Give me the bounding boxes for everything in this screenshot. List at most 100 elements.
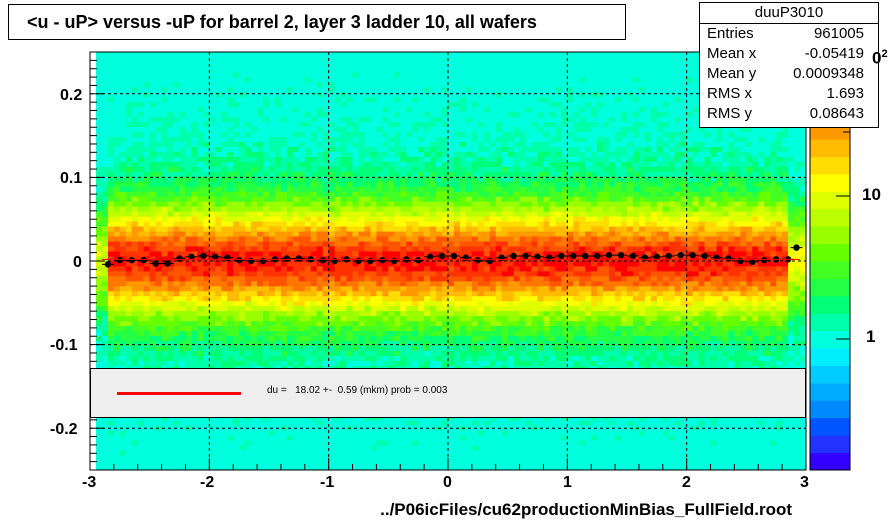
heatmap-cell <box>376 355 383 361</box>
heatmap-cell <box>418 445 425 451</box>
heatmap-cell <box>352 121 359 128</box>
heatmap-cell <box>263 295 270 302</box>
heatmap-cell <box>173 345 180 351</box>
heatmap-cell <box>334 270 341 277</box>
heatmap-cell <box>143 460 151 466</box>
heatmap-cell <box>179 340 186 346</box>
heatmap-cell <box>239 270 246 277</box>
heatmap-cell <box>113 171 121 177</box>
heatmap-cell <box>167 221 174 227</box>
heatmap-cell <box>346 96 353 103</box>
heatmap-cell <box>131 246 139 252</box>
heatmap-cell <box>424 52 431 58</box>
heatmap-cell <box>251 236 258 242</box>
heatmap-cell <box>215 315 222 322</box>
heatmap-cell <box>101 106 109 113</box>
heatmap-cell <box>179 246 186 252</box>
heatmap-cell <box>346 295 353 302</box>
heatmap-cell <box>203 305 210 312</box>
heatmap-cell <box>412 211 419 217</box>
heatmap-cell <box>95 350 103 356</box>
heatmap-cell <box>215 186 222 192</box>
heatmap-cell <box>257 455 264 461</box>
heatmap-cell <box>233 66 240 73</box>
heatmap-cell <box>137 360 145 366</box>
heatmap-cell <box>394 86 401 93</box>
heatmap-cell <box>251 121 258 128</box>
heatmap-cell <box>125 151 133 157</box>
heatmap-cell <box>203 141 210 147</box>
heatmap-cell <box>406 430 413 436</box>
heatmap-cell <box>292 81 300 88</box>
heatmap-cell <box>137 81 145 88</box>
heatmap-cell <box>424 211 431 217</box>
heatmap-cell <box>203 325 210 332</box>
heatmap-cell <box>185 141 192 147</box>
heatmap-cell <box>412 171 419 177</box>
heatmap-cell <box>340 101 347 108</box>
heatmap-cell <box>340 270 347 277</box>
heatmap-cell <box>227 420 234 426</box>
heatmap-cell <box>442 81 449 88</box>
heatmap-cell <box>227 101 234 108</box>
heatmap-cell <box>101 126 109 133</box>
heatmap-cell <box>203 256 210 262</box>
heatmap-cell <box>292 236 300 242</box>
heatmap-cell <box>280 450 288 456</box>
heatmap-cell <box>155 285 162 292</box>
heatmap-cell <box>251 231 258 237</box>
heatmap-cell <box>269 76 276 83</box>
heatmap-cell <box>388 156 395 162</box>
heatmap-cell <box>143 96 151 103</box>
heatmap-cell <box>328 440 336 446</box>
heatmap-cell <box>269 181 276 187</box>
heatmap-cell <box>442 216 449 222</box>
heatmap-cell <box>298 201 306 207</box>
heatmap-cell <box>352 86 359 93</box>
heatmap-cell <box>418 300 425 307</box>
heatmap-cell <box>179 56 186 63</box>
heatmap-cell <box>233 300 240 307</box>
heatmap-cell <box>418 360 425 366</box>
heatmap-cell <box>269 435 276 441</box>
heatmap-cell <box>340 310 347 317</box>
heatmap-cell <box>155 126 162 133</box>
heatmap-cell <box>304 455 312 461</box>
heatmap-cell <box>346 280 353 287</box>
heatmap-cell <box>203 280 210 287</box>
heatmap-cell <box>352 186 359 192</box>
heatmap-cell <box>340 236 347 242</box>
heatmap-cell <box>227 335 234 342</box>
heatmap-cell <box>113 445 121 451</box>
heatmap-cell <box>376 201 383 207</box>
heatmap-cell <box>304 126 312 133</box>
heatmap-cell <box>376 81 383 88</box>
heatmap-cell <box>412 325 419 332</box>
heatmap-cell <box>143 280 151 287</box>
heatmap-cell <box>442 146 449 152</box>
heatmap-cell <box>185 275 192 282</box>
heatmap-cell <box>137 440 145 446</box>
heatmap-cell <box>322 81 330 88</box>
heatmap-cell <box>286 206 294 212</box>
heatmap-cell <box>274 191 282 197</box>
heatmap-cell <box>179 465 186 470</box>
heatmap-cell <box>95 265 103 272</box>
heatmap-cell <box>95 106 103 113</box>
heatmap-cell <box>101 246 109 252</box>
heatmap-cell <box>364 52 371 58</box>
heatmap-cell <box>274 305 282 312</box>
heatmap-cell <box>406 350 413 356</box>
heatmap-cell <box>328 430 336 436</box>
heatmap-cell <box>95 141 103 147</box>
heatmap-cell <box>131 176 139 182</box>
heatmap-cell <box>161 216 168 222</box>
heatmap-cell <box>304 106 312 113</box>
heatmap-cell <box>418 71 425 78</box>
heatmap-cell <box>340 275 347 282</box>
heatmap-cell <box>161 295 168 302</box>
heatmap-cell <box>239 315 246 322</box>
heatmap-cell <box>436 76 443 83</box>
heatmap-cell <box>394 52 401 58</box>
heatmap-cell <box>304 96 312 103</box>
